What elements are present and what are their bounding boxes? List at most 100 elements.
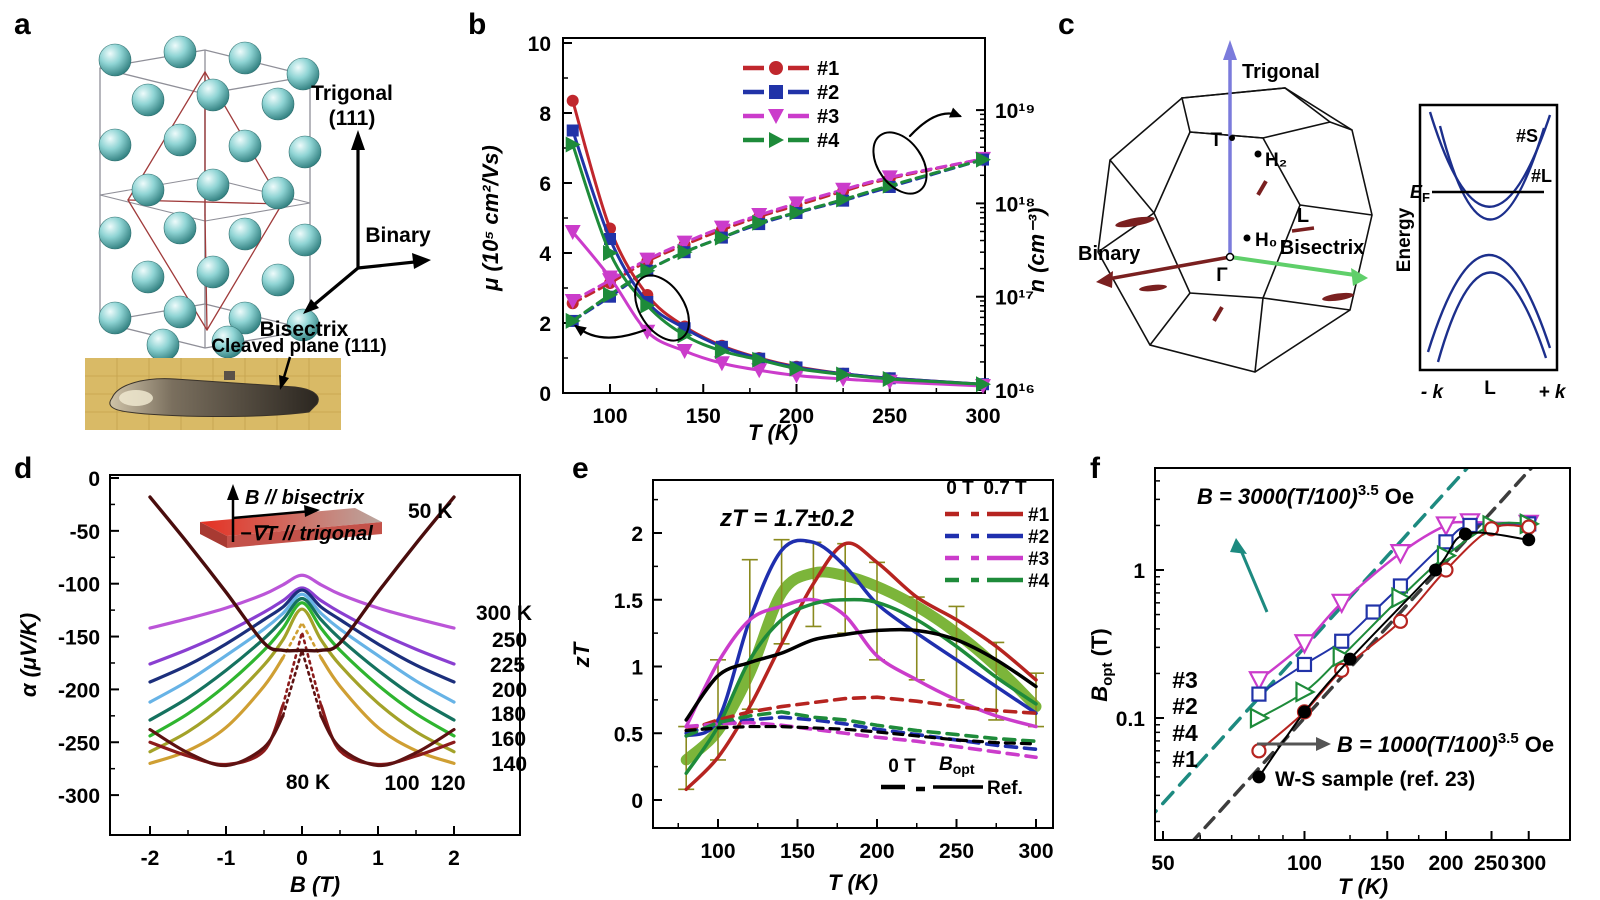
atom-sphere bbox=[196, 168, 230, 202]
marker-square bbox=[1365, 604, 1381, 620]
marker-tri-right bbox=[603, 245, 618, 261]
curve bbox=[148, 495, 456, 653]
y-tick-label: -250 bbox=[58, 732, 100, 755]
marker-tri-down bbox=[1389, 544, 1412, 565]
marker-tri-down bbox=[602, 270, 618, 286]
energy-axis-label: Energy bbox=[1394, 207, 1415, 272]
legend-label: #1 bbox=[1028, 505, 1050, 526]
Bopt-series-#1 bbox=[1251, 519, 1537, 759]
alpha-curve-160: 160 bbox=[148, 601, 526, 751]
atom-sphere bbox=[196, 255, 230, 289]
x-tick-label: -1 bbox=[217, 847, 236, 870]
annotation-3000-arrowhead-icon bbox=[1230, 538, 1247, 554]
sample-label-#4: #4 bbox=[1172, 720, 1198, 746]
legend-0T-label: 0 T bbox=[888, 756, 916, 777]
binary-label: Binary bbox=[1078, 243, 1141, 265]
fermi-level-label: EF bbox=[1410, 182, 1430, 205]
panel-e-xlabel: T (K) bbox=[828, 870, 878, 895]
legend-Bopt-label: Bopt bbox=[939, 754, 975, 777]
atoms bbox=[98, 35, 322, 362]
marker-circle bbox=[1522, 533, 1536, 547]
marker-circle bbox=[1428, 563, 1442, 577]
Bopt-series-W-S bbox=[1252, 527, 1536, 784]
neg-k-label: - k bbox=[1421, 382, 1445, 403]
marker-tri-right bbox=[976, 151, 991, 168]
band-L-label: #L bbox=[1531, 166, 1552, 186]
curve bbox=[571, 157, 985, 305]
x-tick-label: 100 bbox=[592, 405, 627, 428]
y-tick-label: 8 bbox=[539, 103, 551, 126]
alpha-curve-80K: 80 K bbox=[148, 648, 456, 794]
x-tick-label: 300 bbox=[965, 405, 1000, 428]
y2-tick-label: 10¹⁸ bbox=[995, 193, 1035, 216]
curve bbox=[148, 588, 456, 684]
y-tick-label: 2 bbox=[631, 523, 643, 546]
marker-tri-right bbox=[769, 132, 784, 148]
marker-circle bbox=[1297, 705, 1311, 719]
annotation-ellipse bbox=[634, 274, 690, 342]
conduction-band-L bbox=[1438, 125, 1546, 221]
inset-B-label: B // bisectrix bbox=[245, 487, 365, 509]
x-tick-label: -2 bbox=[141, 847, 160, 870]
atom-sphere bbox=[131, 260, 165, 294]
panel-e-top-legend: 0 T 0.7 T#1#2#3#4 bbox=[945, 478, 1050, 592]
x-tick-label: 2 bbox=[448, 847, 460, 870]
zT-solid-#2 bbox=[684, 538, 1038, 738]
marker-tri-right bbox=[752, 214, 768, 231]
band-S-label: #S bbox=[1516, 126, 1538, 146]
curve-label: 225 bbox=[490, 654, 525, 677]
atom-sphere bbox=[163, 295, 197, 329]
y-tick-label: 0.5 bbox=[614, 723, 644, 746]
panel-e-letter: e bbox=[572, 452, 589, 485]
annotation-ellipse bbox=[872, 131, 928, 195]
axis-ticks bbox=[653, 498, 1037, 828]
atom-sphere bbox=[98, 216, 132, 250]
marker-circle bbox=[1521, 519, 1537, 535]
curve bbox=[148, 656, 285, 765]
zT-solid-#4 bbox=[684, 597, 1038, 776]
axes-triad bbox=[307, 140, 425, 311]
atom-sphere bbox=[228, 301, 262, 335]
zT-dashed-Ref bbox=[684, 724, 1038, 746]
mobility-series-#4 bbox=[565, 136, 991, 393]
y-tick-label: 1 bbox=[631, 657, 643, 680]
sample-label-#3: #3 bbox=[1172, 667, 1198, 693]
curve bbox=[148, 601, 456, 738]
H0-label: H₀ bbox=[1255, 230, 1277, 251]
curve bbox=[148, 596, 456, 722]
curve bbox=[571, 230, 985, 388]
trigonal-arrowhead-icon bbox=[351, 130, 365, 150]
binary-arrowhead-icon bbox=[1096, 271, 1113, 288]
atom-sphere bbox=[98, 128, 132, 162]
atom-sphere bbox=[228, 129, 262, 163]
curve-label: 250 bbox=[492, 629, 527, 652]
arrowhead-icon bbox=[574, 325, 587, 337]
panel-e-chart: 100 150 200 250 300 0 0.5 1 1.5 2 0 T 0.7 T#1#2#3#4… bbox=[569, 478, 1054, 895]
atom-sphere bbox=[228, 217, 262, 251]
curve-label: 140 bbox=[492, 753, 527, 776]
marker-tri-down bbox=[835, 182, 852, 198]
panel-b-xlabel: T (K) bbox=[748, 420, 798, 445]
atom-sphere bbox=[163, 211, 197, 245]
arrowhead-icon bbox=[949, 107, 962, 118]
marker-tri-right bbox=[882, 371, 898, 387]
marker-tri-right bbox=[565, 312, 581, 329]
marker-tri-right bbox=[752, 351, 768, 368]
panel-b-letter: b bbox=[468, 8, 487, 41]
y-tick-label: -300 bbox=[58, 785, 100, 808]
y2-tick-label: 10¹⁹ bbox=[995, 100, 1035, 123]
x-tick-label: 100 bbox=[700, 840, 735, 863]
curve-label: 160 bbox=[491, 728, 526, 751]
mobility-series-#3 bbox=[564, 225, 991, 394]
density-annotation bbox=[872, 107, 962, 195]
panel-a-letter: a bbox=[14, 8, 31, 41]
trigonal-label: Trigonal bbox=[1242, 61, 1320, 83]
curve-label: 80 K bbox=[286, 771, 330, 794]
binary-axis-label: Binary bbox=[365, 224, 431, 247]
trigonal-arrowhead-icon bbox=[1223, 40, 1237, 60]
atom-sphere bbox=[131, 173, 165, 207]
marker-square bbox=[566, 124, 579, 137]
plot-frame bbox=[109, 474, 521, 836]
